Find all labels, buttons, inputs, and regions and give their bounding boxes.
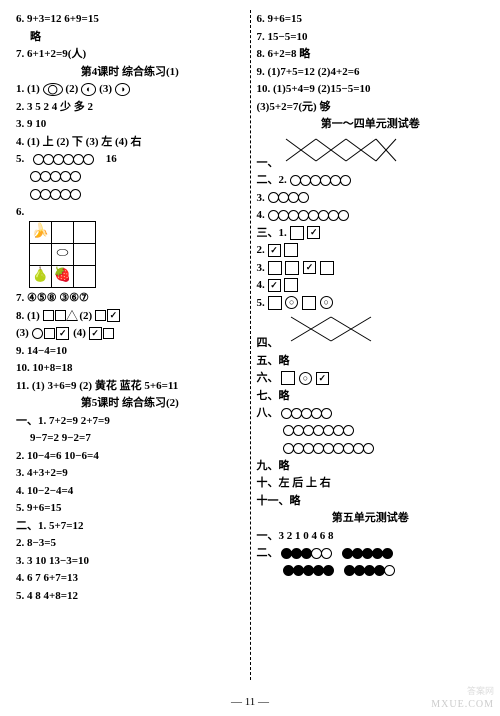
circle-row	[16, 186, 244, 203]
page-number: — 11 —	[0, 694, 500, 711]
text: 2.	[257, 244, 265, 256]
line: 5. 4 8 4+8=12	[16, 588, 244, 605]
line: 5. 9+6=15	[16, 500, 244, 517]
line: 四、	[257, 312, 485, 352]
line: 7. 6+1+2=9(人)	[16, 46, 244, 63]
line: 10. 10+8=18	[16, 360, 244, 377]
line: 11. (1) 3+6=9 (2) 黄花 蓝花 5+6=11	[16, 378, 244, 395]
line: 2. 8−3=5	[16, 535, 244, 552]
line: 2. 3 5 2 4 少 多 2	[16, 99, 244, 116]
line: 七、略	[257, 388, 485, 405]
matching-diagram	[281, 314, 381, 344]
text: (4)	[73, 327, 89, 339]
line: 一、3 2 1 0 4 6 8	[257, 528, 485, 545]
line: 六、 ○ ✓	[257, 370, 485, 387]
line: (3)5+2=7(元) 够	[257, 99, 485, 116]
section-heading: 第一～四单元测试卷	[257, 116, 485, 133]
line: 二、	[257, 545, 485, 562]
line: 5. 16	[16, 151, 244, 168]
line: 一、	[257, 134, 485, 172]
line: 一、1. 7+2=9 2+7=9	[16, 413, 244, 430]
line: 8. 6+2=8 略	[257, 46, 485, 63]
circle-row	[257, 563, 485, 580]
text: (2)	[65, 83, 81, 95]
line: 3.	[257, 190, 485, 207]
line: 3. 9 10	[16, 116, 244, 133]
section-heading: 第五单元测试卷	[257, 510, 485, 527]
line: 三、1. ✓	[257, 225, 485, 242]
line: 6. 9+3=12 6+9=15	[16, 11, 244, 28]
line: 2. 10−4=6 10−6=4	[16, 448, 244, 465]
watermark: MXUE.COM	[431, 697, 494, 712]
line: 9. 14−4=10	[16, 343, 244, 360]
left-column: 6. 9+3=12 6+9=15 略 7. 6+1+2=9(人) 第4课时 综合…	[12, 10, 248, 680]
line: 3. 4+3+2=9	[16, 465, 244, 482]
fruit-icon: ◑	[115, 83, 130, 96]
text: 5.	[16, 153, 24, 165]
text: 三、1.	[257, 227, 287, 239]
line: 4. (1) 上 (2) 下 (3) 左 (4) 右	[16, 134, 244, 151]
text: 二、2.	[257, 174, 287, 186]
line: 九、略	[257, 458, 485, 475]
line: 4. ✓	[257, 277, 485, 294]
line: 1. (1) ◯ (2) ◐ (3) ◑	[16, 81, 244, 98]
text: 3.	[257, 192, 265, 204]
text: 16	[106, 153, 117, 165]
line: 二、2.	[257, 172, 485, 189]
fruit-icon: ◐	[81, 83, 96, 96]
line: (3) ✓ (4) ✓	[16, 325, 244, 342]
right-column: 6. 9+6=15 7. 15−5=10 8. 6+2=8 略 9. (1)7+…	[253, 10, 489, 680]
watermark-sub: 答案网	[467, 685, 494, 699]
line: 5. ○ ○	[257, 295, 485, 312]
text: 1. (1)	[16, 83, 43, 95]
line: 3. 3 10 13−3=10	[16, 553, 244, 570]
line: 7. ④⑤⑧ ③⑥⑦	[16, 290, 244, 307]
line: 二、1. 5+7=12	[16, 518, 244, 535]
line: 五、略	[257, 353, 485, 370]
column-divider	[250, 10, 251, 680]
fruit-icon: ◯	[43, 83, 63, 96]
circle-row	[16, 169, 244, 186]
text: (3)	[16, 327, 32, 339]
line: 7. 15−5=10	[257, 29, 485, 46]
section-heading: 第4课时 综合练习(1)	[16, 64, 244, 81]
line: 4.	[257, 207, 485, 224]
circle-row	[257, 423, 485, 440]
line: 9. (1)7+5=12 (2)4+2=6	[257, 64, 485, 81]
line: 4. 10−2−4=4	[16, 483, 244, 500]
text: 4.	[257, 279, 265, 291]
circle-row	[257, 440, 485, 457]
line: 6. 9+6=15	[257, 11, 485, 28]
line: 十、左 后 上 右	[257, 475, 485, 492]
text: 一、	[257, 157, 279, 169]
text: 5.	[257, 297, 265, 309]
line: 3. ✓	[257, 260, 485, 277]
text: 8. (1)	[16, 310, 43, 322]
text: (2)	[79, 310, 95, 322]
line: 8. (1) (2) ✓	[16, 308, 244, 325]
text: 4.	[257, 209, 265, 221]
text: 二、	[257, 547, 279, 559]
line: 6.	[16, 204, 244, 221]
line: 十一、略	[257, 493, 485, 510]
section-heading: 第5课时 综合练习(2)	[16, 395, 244, 412]
line: 4. 6 7 6+7=13	[16, 570, 244, 587]
text: 四、	[257, 337, 279, 349]
line: 略	[16, 29, 244, 46]
matching-diagram	[281, 136, 401, 164]
text: 六、	[257, 372, 279, 384]
text: 3.	[257, 262, 265, 274]
line: 2. ✓	[257, 242, 485, 259]
line: 9−7=2 9−2=7	[16, 430, 244, 447]
fruit-grid: 🍌 ⬭ 🍐🍓	[30, 222, 96, 288]
line: 10. (1)5+4=9 (2)15−5=10	[257, 81, 485, 98]
text: 八、	[257, 407, 279, 419]
text: (3)	[99, 83, 115, 95]
line: 八、	[257, 405, 485, 422]
